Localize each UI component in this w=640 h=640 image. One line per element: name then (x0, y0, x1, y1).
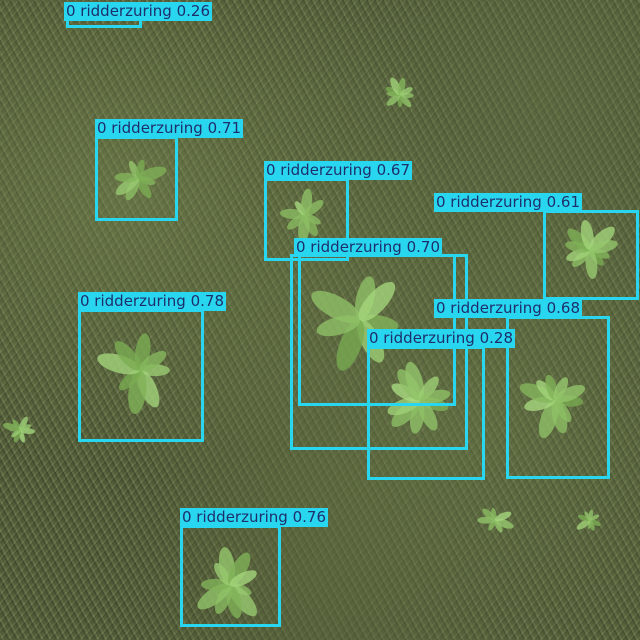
detection-box-8 (367, 346, 485, 480)
detection-label-7: 0 ridderzuring 0.68 (434, 299, 582, 318)
detection-box-7 (506, 316, 610, 479)
detection-label-4: 0 ridderzuring 0.61 (434, 193, 582, 212)
detection-label-2: 0 ridderzuring 0.71 (95, 119, 243, 138)
detection-label-9: 0 ridderzuring 0.76 (180, 508, 328, 527)
detection-box-6 (78, 309, 204, 442)
detection-label-5: 0 ridderzuring 0.70 (294, 238, 442, 257)
detection-label-3: 0 ridderzuring 0.67 (264, 161, 412, 180)
detection-box-2 (95, 136, 178, 221)
detection-label-1: 0 ridderzuring 0.26 (64, 2, 212, 21)
detection-box-4 (543, 210, 639, 300)
detection-box-9 (180, 525, 281, 627)
detection-label-6: 0 ridderzuring 0.78 (78, 292, 226, 311)
detection-label-8: 0 ridderzuring 0.28 (367, 329, 515, 348)
